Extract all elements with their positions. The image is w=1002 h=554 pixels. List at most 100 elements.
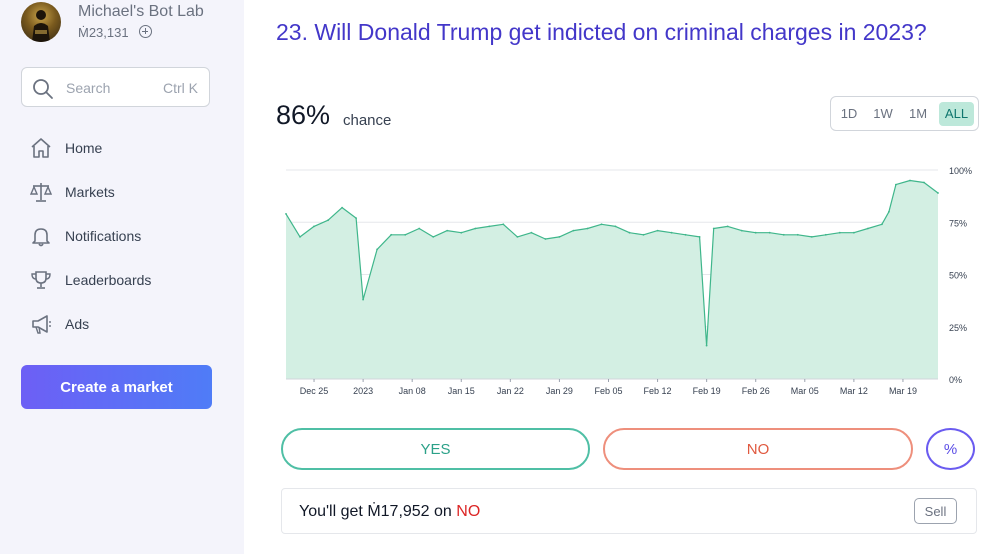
data-point	[313, 225, 315, 228]
add-funds-icon[interactable]	[139, 25, 152, 38]
data-point	[909, 179, 911, 182]
x-tick-label: Feb 19	[693, 386, 721, 396]
data-point	[572, 229, 575, 232]
scale-icon	[30, 183, 52, 202]
search-input[interactable]: Search Ctrl K	[21, 67, 210, 107]
payout-prefix: You'll get	[299, 503, 363, 520]
yes-button[interactable]: YES	[281, 428, 590, 470]
data-point	[502, 223, 505, 226]
series-line	[285, 179, 939, 347]
data-point	[404, 233, 407, 236]
profile-name[interactable]: Michael's Bot Lab	[78, 3, 204, 20]
data-point	[888, 210, 890, 213]
data-point	[726, 225, 729, 228]
range-1m-button[interactable]: 1M	[908, 106, 928, 121]
data-point	[362, 298, 364, 301]
x-tick-label: 2023	[353, 386, 373, 396]
data-point	[614, 225, 617, 228]
data-point	[600, 223, 603, 226]
data-point	[586, 227, 589, 230]
search-icon	[33, 79, 53, 99]
data-point	[558, 236, 561, 238]
profile-balance: Ṁ23,131	[78, 25, 129, 40]
probability-suffix: chance	[343, 112, 392, 129]
profile[interactable]: Michael's Bot Lab Ṁ23,131	[21, 2, 236, 44]
data-point	[754, 231, 757, 234]
home-icon	[31, 138, 51, 158]
y-tick-label: 100%	[949, 166, 972, 176]
data-point	[867, 227, 869, 230]
x-tick-label: Mar 19	[889, 386, 917, 396]
data-point	[923, 181, 925, 184]
nav-label-home: Home	[65, 140, 103, 156]
nav-label-ads: Ads	[65, 316, 90, 332]
create-market-button[interactable]: Create a market	[21, 365, 212, 409]
range-1w-button[interactable]: 1W	[873, 106, 893, 121]
payout-summary: You'll get Ṁ17,952 on NO	[299, 503, 480, 521]
data-point	[712, 227, 715, 230]
x-tick-label: Feb 12	[644, 386, 672, 396]
percent-toggle-button[interactable]: %	[926, 428, 975, 470]
nav-item-markets[interactable]: Markets	[30, 181, 220, 205]
data-point	[299, 236, 301, 238]
data-point	[355, 217, 357, 219]
data-point	[838, 231, 841, 234]
data-point	[544, 238, 547, 240]
market-probability: 86%	[276, 100, 331, 130]
data-point	[418, 227, 421, 230]
data-point	[285, 213, 287, 215]
data-point	[853, 231, 855, 234]
x-tick-label: Jan 22	[497, 386, 524, 396]
y-tick-label: 50%	[949, 271, 967, 281]
range-1d-button[interactable]: 1D	[840, 106, 858, 121]
nav-item-leaderboards[interactable]: Leaderboards	[30, 269, 220, 293]
data-point	[810, 236, 813, 238]
x-tick-label: Feb 26	[742, 386, 770, 396]
data-point	[824, 233, 827, 236]
data-point	[881, 223, 883, 226]
sell-button[interactable]: Sell	[914, 498, 957, 524]
data-point	[628, 231, 631, 234]
y-tick-label: 0%	[949, 375, 962, 385]
payout-middle: on	[434, 503, 452, 520]
nav-item-ads[interactable]: Ads	[30, 313, 220, 337]
series-area	[286, 180, 938, 379]
y-tick-label: 75%	[949, 218, 967, 228]
data-point	[705, 344, 708, 347]
data-point	[768, 231, 771, 234]
data-point	[782, 233, 785, 236]
data-point	[432, 236, 435, 238]
no-button[interactable]: NO	[603, 428, 913, 470]
nav-item-notifications[interactable]: Notifications	[30, 225, 220, 249]
range-all-button[interactable]: ALL	[939, 102, 974, 126]
search-placeholder: Search	[66, 80, 111, 96]
sidebar: Michael's Bot Lab Ṁ23,131 Search Ctrl K …	[0, 0, 244, 554]
avatar[interactable]	[21, 2, 61, 42]
x-tick-label: Dec 25	[300, 386, 329, 396]
bell-icon	[32, 228, 50, 247]
x-tick-label: Jan 08	[399, 386, 426, 396]
data-point	[488, 225, 491, 228]
data-point	[341, 206, 343, 209]
data-point	[516, 236, 519, 238]
payout-outcome: NO	[456, 503, 481, 520]
x-tick-label: Mar 05	[791, 386, 819, 396]
megaphone-icon	[32, 315, 51, 334]
trophy-icon	[31, 271, 51, 289]
data-point	[530, 231, 533, 234]
time-range-selector: 1D 1W 1M ALL	[830, 96, 979, 131]
data-point	[446, 229, 449, 232]
data-point	[796, 233, 799, 236]
probability-chart[interactable]: 100% 75% 50% 25% 0% Dec 25 2023 Jan 08 Jan 15 Jan…	[276, 158, 986, 403]
data-point	[740, 229, 743, 232]
data-point	[698, 236, 701, 238]
nav-item-home[interactable]: Home	[30, 137, 220, 161]
data-point	[642, 233, 645, 236]
data-point	[656, 229, 659, 232]
data-point	[670, 231, 673, 234]
nav-label-markets: Markets	[65, 184, 115, 200]
nav-label-leaderboards: Leaderboards	[65, 272, 152, 288]
data-point	[460, 231, 463, 234]
x-tick-label: Jan 15	[448, 386, 475, 396]
x-tick-label: Jan 29	[546, 386, 573, 396]
